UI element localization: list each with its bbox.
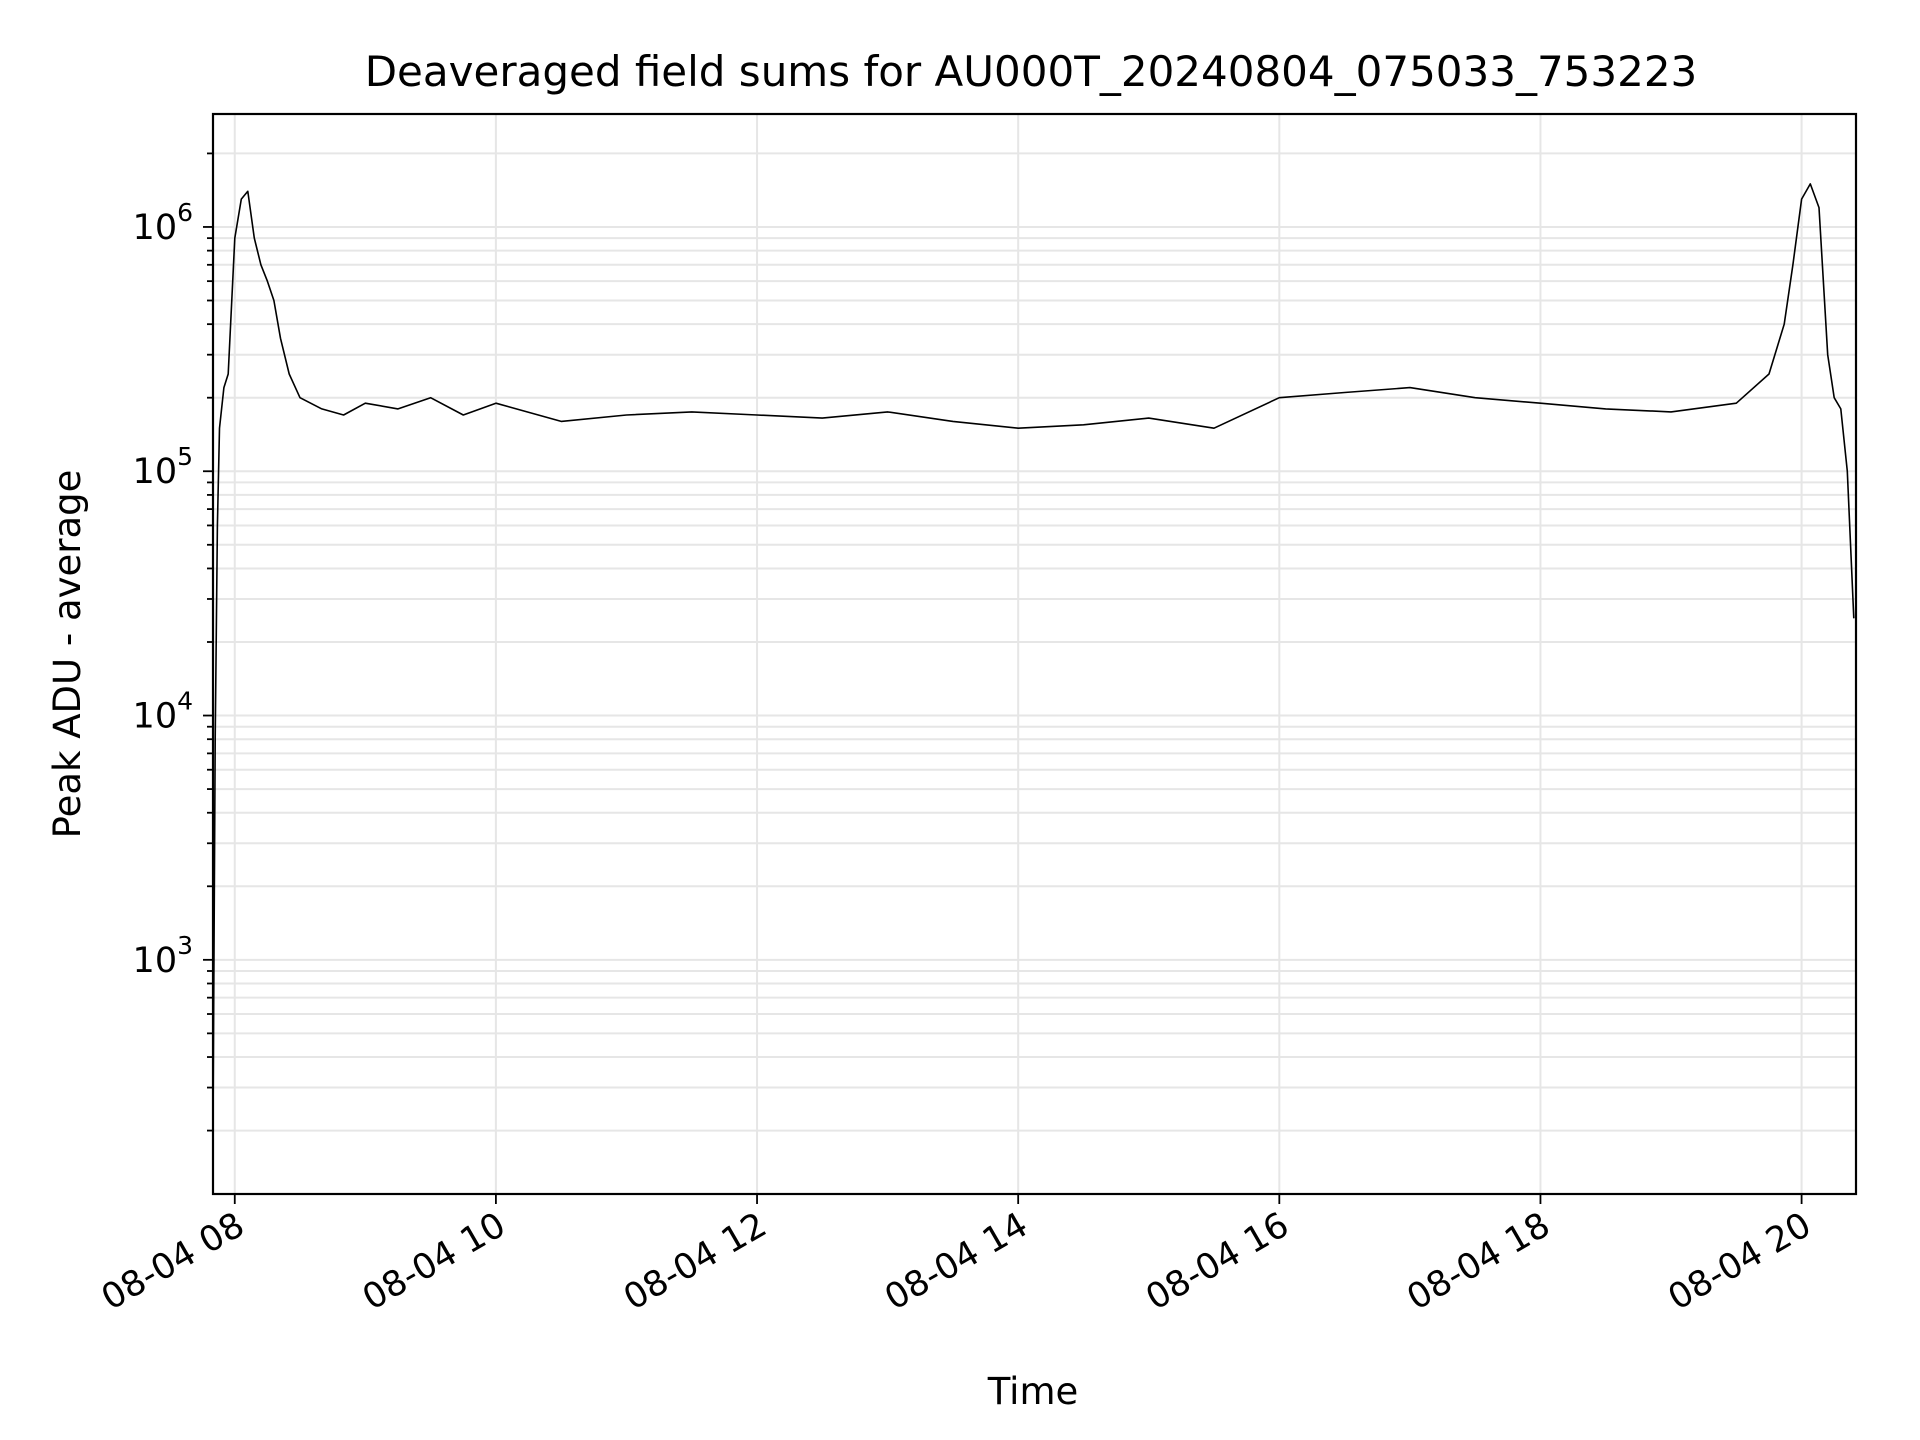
x-tick-label: 08-04 16: [1140, 1205, 1296, 1318]
x-axis: 08-04 08 08-04 10 08-04 12 08-04 14 08-04 16…: [95, 1194, 1818, 1318]
x-tick-label: 08-04 18: [1401, 1205, 1557, 1318]
series-line: [212, 183, 1855, 1131]
y-axis-label: Peak ADU - average: [46, 470, 89, 839]
x-tick-label: 08-04 10: [356, 1205, 512, 1318]
x-tick-label: 08-04 12: [617, 1205, 773, 1318]
y-tick-label: 105: [133, 442, 193, 492]
grid-lines: [213, 114, 1856, 1194]
x-tick-label: 08-04 08: [95, 1205, 251, 1318]
y-tick-label: 106: [133, 198, 193, 248]
x-tick-label: 08-04 20: [1662, 1205, 1818, 1318]
plot-frame: [211, 112, 1858, 1196]
x-axis-label: Time: [987, 1370, 1079, 1413]
x-tick-label: 08-04 14: [878, 1205, 1034, 1318]
y-tick-label: 104: [133, 687, 193, 737]
plot-area: [212, 183, 1855, 1131]
y-axis: 103 104 105 106: [133, 152, 213, 1132]
y-tick-label: 103: [133, 931, 193, 981]
chart-title: Deaveraged field sums for AU000T_2024080…: [365, 47, 1698, 96]
